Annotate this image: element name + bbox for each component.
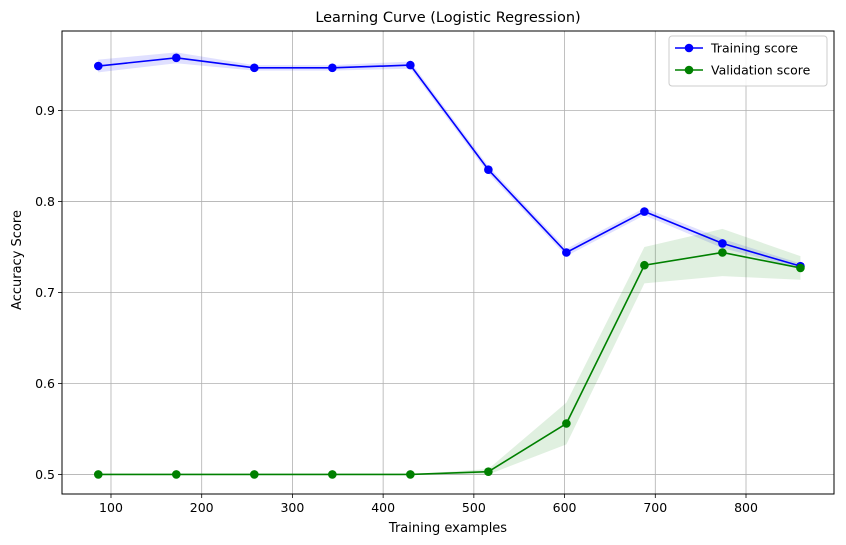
legend-marker-1 — [684, 65, 694, 75]
legend-box — [668, 35, 828, 87]
training-score-point — [172, 53, 181, 63]
validation-score-line — [98, 251, 801, 476]
validation-score-point — [562, 419, 571, 428]
training-score-point — [484, 165, 493, 175]
x-tick-label: 400 — [371, 500, 395, 515]
x-tick-label: 100 — [99, 500, 123, 515]
validation-score-point — [718, 248, 727, 257]
validation-score-point — [328, 470, 337, 479]
series-lines — [98, 57, 801, 476]
x-tick-label: 200 — [190, 500, 214, 515]
plot-frame — [61, 30, 835, 495]
legend-label: Validation score — [711, 63, 811, 78]
validation-score-point — [640, 260, 649, 270]
training-score-point — [93, 61, 103, 71]
training-score-point — [562, 248, 571, 257]
y-axis-title: Accuracy Score — [10, 210, 25, 310]
validation-score-point — [484, 467, 493, 477]
training-score-point — [328, 63, 337, 73]
x-tick-label: 700 — [643, 500, 667, 515]
validation-score-band — [98, 228, 801, 475]
validation-score-point — [250, 470, 259, 479]
legend: Training score Validation score — [668, 35, 828, 87]
x-tick-label: 600 — [553, 500, 577, 515]
training-score-point — [250, 63, 259, 73]
x-tick-label: 500 — [462, 500, 486, 515]
training-score-band — [98, 52, 801, 269]
training-score-point — [718, 239, 727, 248]
chart-title: Learning Curve (Logistic Regression) — [315, 10, 580, 26]
training-score-line — [98, 57, 801, 267]
y-tick-label: 0.6 — [35, 376, 55, 391]
validation-score-point — [93, 470, 103, 479]
y-tick-label: 0.8 — [35, 194, 55, 209]
confidence-bands — [98, 52, 801, 475]
validation-score-point — [796, 263, 805, 273]
training-score-point — [406, 60, 415, 70]
y-tick-label: 0.7 — [35, 285, 55, 300]
training-score-point — [640, 207, 649, 216]
y-tick-label: 0.5 — [35, 467, 55, 482]
y-axis-ticks: 0.5 0.6 0.7 0.8 0.9 — [35, 103, 62, 482]
legend-marker-0 — [684, 43, 694, 53]
x-tick-label: 800 — [734, 500, 758, 515]
validation-score-point — [172, 470, 181, 479]
y-tick-label: 0.9 — [35, 103, 55, 118]
x-tick-label: 300 — [280, 500, 304, 515]
series-points — [93, 53, 805, 479]
validation-score-point — [406, 470, 415, 479]
x-axis-title: Training examples — [388, 521, 507, 536]
x-axis-ticks: 100 200 300 400 500 600 700 800 — [99, 494, 758, 515]
legend-label: Training score — [710, 41, 798, 56]
